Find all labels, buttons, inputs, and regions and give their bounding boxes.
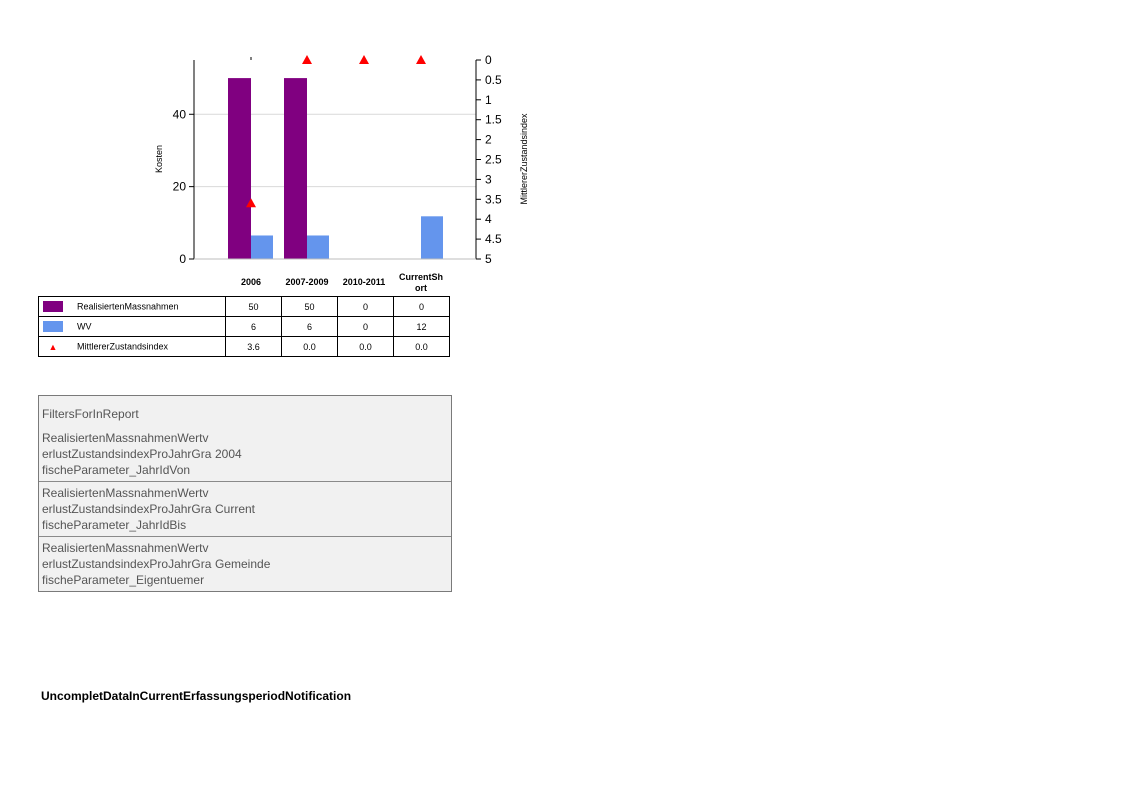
y-tick-label-right: 4 bbox=[485, 212, 492, 226]
chart-data-table: RealisiertenMassnahmen 50 50 0 0 WV 6 6 0 12 ▲ Mitt… bbox=[38, 296, 450, 357]
legend-entry: ▲ MittlererZustandsindex bbox=[38, 336, 226, 357]
marker-MittlererZustandsindex bbox=[416, 55, 426, 64]
chart-axes bbox=[189, 57, 481, 260]
legend-label: WV bbox=[77, 321, 92, 332]
table-row: ▲ MittlererZustandsindex 3.6 0.0 0.0 0.0 bbox=[38, 336, 450, 357]
x-category-label: 2007-2009 bbox=[285, 277, 328, 287]
y-tick-label-right: 2.5 bbox=[485, 153, 502, 167]
y-tick-label-left: 40 bbox=[173, 107, 187, 121]
chart-bars bbox=[228, 78, 443, 259]
legend-swatch bbox=[43, 321, 63, 333]
x-category-label: 2010-2011 bbox=[343, 277, 386, 287]
chart-markers bbox=[246, 55, 426, 208]
bar-WV bbox=[251, 235, 273, 259]
marker-MittlererZustandsindex bbox=[359, 55, 369, 64]
y-tick-label-right: 0 bbox=[485, 53, 492, 67]
table-cell: 6 bbox=[225, 316, 282, 337]
chart-tick-labels: 0 20 40 0 0.5 1 1.5 2 2.5 3 3.5 4 4.5 5 bbox=[173, 53, 502, 266]
filter-value: 2004 bbox=[215, 447, 242, 461]
x-category-label: CurrentSh ort bbox=[399, 272, 443, 293]
y-tick-label-right: 3.5 bbox=[485, 192, 502, 206]
y-tick-label-right: 3 bbox=[485, 172, 492, 186]
x-category-label: 2006 bbox=[241, 277, 261, 287]
filter-row: RealisiertenMassnahmenWertverlustZustand… bbox=[39, 427, 451, 481]
table-cell: 0 bbox=[393, 296, 450, 317]
y-tick-label-left: 0 bbox=[179, 252, 186, 266]
filter-row: RealisiertenMassnahmenWertverlustZustand… bbox=[39, 481, 451, 536]
table-row: RealisiertenMassnahmen 50 50 0 0 bbox=[38, 296, 450, 317]
table-cell: 0.0 bbox=[337, 336, 394, 357]
bar-RealisiertenMassnahmen bbox=[228, 78, 251, 259]
legend-label: MittlererZustandsindex bbox=[77, 341, 169, 352]
table-cell: 3.6 bbox=[225, 336, 282, 357]
filter-name: RealisiertenMassnahmenWertverlustZustand… bbox=[42, 431, 212, 477]
bar-WV bbox=[307, 235, 329, 259]
filter-name: RealisiertenMassnahmenWertverlustZustand… bbox=[42, 541, 212, 587]
legend-swatch bbox=[43, 301, 63, 313]
marker-MittlererZustandsindex bbox=[302, 55, 312, 64]
chart-category-labels: 2006 2007-2009 2010-2011 CurrentSh ort bbox=[241, 272, 443, 293]
filter-name: RealisiertenMassnahmenWertverlustZustand… bbox=[42, 486, 212, 532]
filter-value: Current bbox=[215, 502, 256, 516]
filters-panel: FiltersForInReport RealisiertenMassnahme… bbox=[38, 395, 452, 592]
table-cell: 50 bbox=[281, 296, 338, 317]
bar-RealisiertenMassnahmen bbox=[284, 78, 307, 259]
marker-MittlererZustandsindex bbox=[246, 198, 256, 208]
legend-entry: WV bbox=[38, 316, 226, 337]
incomplete-data-notification: UncompletDataInCurrentErfassungsperiodNo… bbox=[41, 689, 352, 703]
filters-title: FiltersForInReport bbox=[42, 407, 139, 421]
table-cell: 50 bbox=[225, 296, 282, 317]
filter-row: RealisiertenMassnahmenWertverlustZustand… bbox=[39, 536, 451, 591]
table-row: WV 6 6 0 12 bbox=[38, 316, 450, 337]
table-cell: 0.0 bbox=[393, 336, 450, 357]
legend-label: RealisiertenMassnahmen bbox=[77, 301, 179, 312]
table-cell: 0 bbox=[337, 296, 394, 317]
y-tick-label-right: 2 bbox=[485, 133, 492, 147]
y-tick-label-right: 1 bbox=[485, 93, 492, 107]
y-tick-label-left: 20 bbox=[173, 180, 187, 194]
y-tick-label-right: 0.5 bbox=[485, 73, 502, 87]
table-cell: 6 bbox=[281, 316, 338, 337]
table-cell: 0 bbox=[337, 316, 394, 337]
y-tick-label-right: 5 bbox=[485, 252, 492, 266]
combo-chart: 0 20 40 0 0.5 1 1.5 2 2.5 3 3.5 4 4.5 5 2006 2007-2009… bbox=[154, 53, 529, 293]
table-cell: 12 bbox=[393, 316, 450, 337]
y-axis-title-left: Kosten bbox=[154, 145, 164, 173]
legend-entry: RealisiertenMassnahmen bbox=[38, 296, 226, 317]
y-tick-label-right: 4.5 bbox=[485, 232, 502, 246]
table-cell: 0.0 bbox=[281, 336, 338, 357]
triangle-icon: ▲ bbox=[48, 341, 58, 352]
y-axis-title-right: MittlererZustandsindex bbox=[519, 113, 529, 205]
bar-WV bbox=[421, 216, 443, 259]
y-tick-label-right: 1.5 bbox=[485, 113, 502, 127]
filter-value: Gemeinde bbox=[215, 557, 271, 571]
